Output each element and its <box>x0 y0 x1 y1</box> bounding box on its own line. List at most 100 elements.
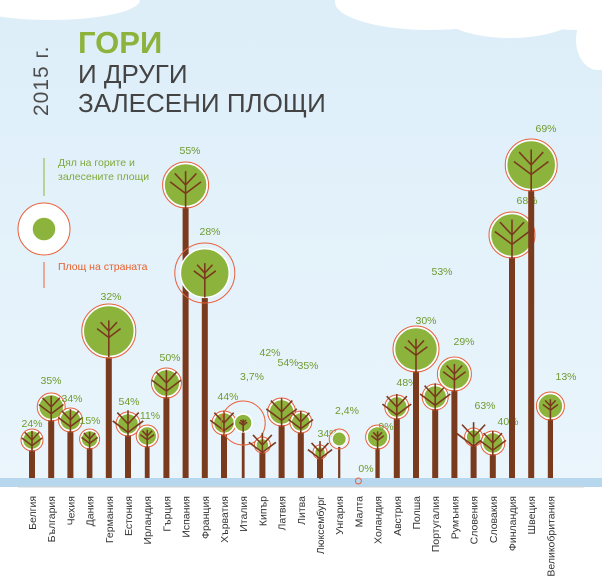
tree-9: 55% Испания <box>162 145 210 538</box>
tree-trunk <box>297 422 304 478</box>
tree-trunk <box>338 439 341 478</box>
tree-trunk <box>413 349 419 478</box>
tree-14: 54% Латвия <box>265 357 299 530</box>
value-label: 69% <box>535 123 556 135</box>
tree-23: 29% Румъния <box>436 336 475 539</box>
tree-28: 13% Великобритания <box>535 371 577 577</box>
tree-18: 0% Малта <box>353 463 373 527</box>
value-label: 63% <box>474 400 495 412</box>
country-label: Латвия <box>277 496 289 530</box>
country-label: Дания <box>85 496 97 526</box>
tree-7: 11% Ирландия <box>135 410 160 544</box>
country-label: Румъния <box>449 496 461 539</box>
value-label: 48% <box>396 377 417 389</box>
tree-trunk <box>67 420 74 478</box>
area-ring <box>174 242 236 304</box>
country-label: Словакия <box>488 496 500 543</box>
value-label: 53% <box>431 266 452 278</box>
value-label: 54% <box>277 357 298 369</box>
value-label: 68% <box>516 195 537 207</box>
value-label: 24% <box>21 418 42 430</box>
legend-forest-circle <box>31 216 57 242</box>
country-label: Кипър <box>257 496 269 526</box>
country-label: Хърватия <box>219 496 231 543</box>
subtitle-line-1: И ДРУГИ <box>78 59 188 89</box>
tree-trunk <box>105 331 112 478</box>
country-label: Швеция <box>526 496 538 535</box>
value-label: 35% <box>40 375 61 387</box>
tree-13: 42% Кипър <box>248 347 281 526</box>
country-label: България <box>46 496 58 542</box>
tree-12: 3,7% Италия <box>220 371 266 532</box>
tree-5: 32% Германия <box>81 291 137 543</box>
ground-band <box>0 478 602 487</box>
tree-trunk <box>432 397 439 478</box>
value-label: 54% <box>118 396 139 408</box>
value-label: 2,4% <box>335 405 359 417</box>
tree-2: 35% България <box>36 375 66 542</box>
value-label: 30% <box>415 315 436 327</box>
page-title: ГОРИ <box>78 25 163 60</box>
tree-20: 48% Австрия <box>381 377 418 536</box>
country-label: Португалия <box>430 496 442 552</box>
legend-graphic <box>17 158 71 288</box>
country-label: Франция <box>200 496 212 539</box>
value-label: 35% <box>297 360 318 372</box>
tree-trunk <box>375 437 380 478</box>
tree-22: 53% Португалия <box>419 266 453 552</box>
tree-11: 44% Хърватия <box>209 391 239 543</box>
country-label: Испания <box>181 496 193 538</box>
value-label: 15% <box>79 415 100 427</box>
country-label: Финландия <box>507 496 519 551</box>
tree-6: 54% Естония <box>112 396 144 536</box>
value-label: 29% <box>453 336 474 348</box>
country-label: Германия <box>104 496 116 543</box>
year-label: 2015 г. <box>30 45 53 116</box>
country-label: Люксембург <box>315 496 327 554</box>
value-label: 32% <box>100 291 121 303</box>
tree-trunk <box>547 406 553 478</box>
area-ring <box>81 303 137 359</box>
tree-trunk <box>201 273 208 478</box>
country-label: Холандия <box>373 496 385 544</box>
area-ring <box>220 400 266 446</box>
tree-trunk <box>393 407 400 478</box>
tree-trunk <box>451 374 458 478</box>
clouds <box>0 0 602 70</box>
value-label: 13% <box>555 371 576 383</box>
value-label: 50% <box>159 352 180 364</box>
area-ring <box>328 428 350 450</box>
area-ring <box>354 477 362 485</box>
country-label: Словения <box>469 496 481 544</box>
country-label: Полша <box>411 496 423 530</box>
tree-21: 30% Полша <box>392 315 440 530</box>
country-label: Ирландия <box>142 496 154 544</box>
country-label: Малта <box>353 496 365 528</box>
tree-16: 34%Люксембург <box>307 428 339 554</box>
country-label: Естония <box>123 496 135 536</box>
legend-forest-text: Дял на горите и залесените площи <box>58 157 150 183</box>
tree-10: 28% Франция <box>174 226 236 539</box>
tree-trunk <box>528 165 535 478</box>
country-label: Чехия <box>65 496 77 525</box>
value-label: 0% <box>358 463 373 475</box>
country-label: Белгия <box>27 496 39 530</box>
tree-trunk <box>509 235 515 478</box>
subtitle-line-2: ЗАЛЕСЕНИ ПЛОЩИ <box>78 88 326 118</box>
tree-25: 40% Словакия <box>479 416 519 543</box>
value-label: 34% <box>61 393 82 405</box>
tree-3: 34% Чехия <box>57 393 84 525</box>
legend-area-text: Площ на страната <box>58 261 148 273</box>
tree-17: 2,4% Унгария <box>328 405 359 535</box>
country-label: Австрия <box>392 496 404 536</box>
tree-trunk <box>163 383 170 478</box>
country-label: Литва <box>296 496 308 525</box>
value-label: 28% <box>199 226 220 238</box>
tree-15: 35% Литва <box>288 360 319 525</box>
page-subtitle: И ДРУГИ ЗАЛЕСЕНИ ПЛОЩИ <box>78 60 326 118</box>
value-label: 40% <box>497 416 518 428</box>
value-label: 3,7% <box>240 371 264 383</box>
tree-19: 9% Холандия <box>365 421 394 544</box>
